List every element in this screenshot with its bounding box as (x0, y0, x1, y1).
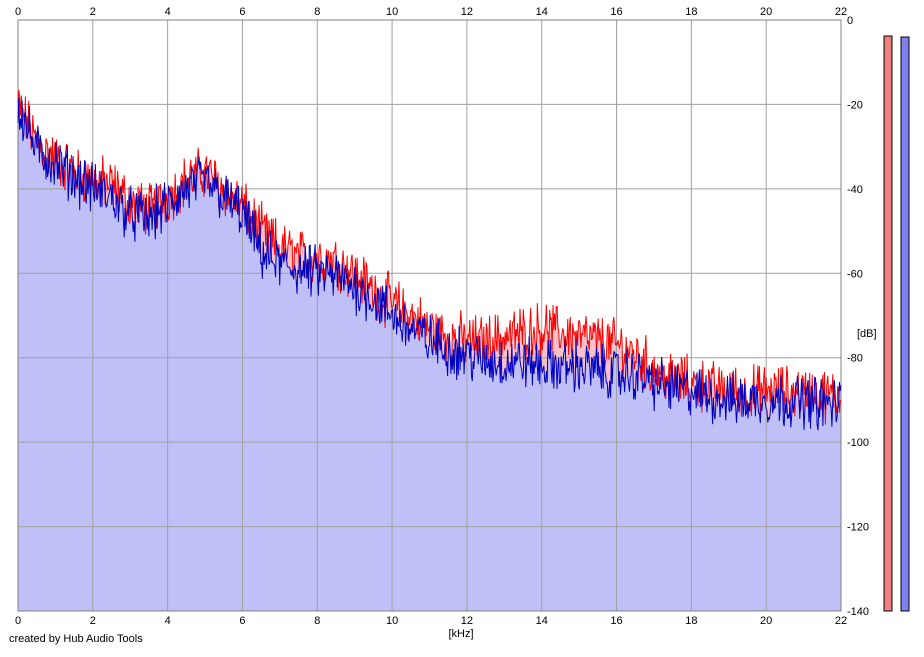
y-tick-label: -140 (847, 606, 869, 618)
level-meter-left (883, 35, 893, 612)
x-tick-label-bottom: 18 (685, 615, 697, 627)
y-tick-label: 0 (847, 15, 853, 27)
x-tick-label-top: 16 (610, 6, 622, 18)
x-tick-label-top: 0 (15, 6, 21, 18)
x-axis-label: [kHz] (448, 628, 473, 640)
x-tick-label-top: 8 (314, 6, 320, 18)
x-tick-label-top: 20 (760, 6, 772, 18)
x-tick-label-bottom: 16 (610, 615, 622, 627)
plot-frame (17, 19, 842, 612)
x-tick-label-bottom: 6 (239, 615, 245, 627)
y-tick-label: -120 (847, 522, 869, 534)
x-tick-label-top: 18 (685, 6, 697, 18)
right-channel-area (18, 97, 841, 612)
x-tick-label-bottom: 12 (461, 615, 473, 627)
level-meters (883, 35, 910, 612)
x-tick-label-bottom: 4 (165, 615, 171, 627)
x-tick-label-top: 10 (386, 6, 398, 18)
x-tick-label-top: 2 (90, 6, 96, 18)
y-tick-label: -20 (847, 99, 863, 111)
x-tick-label-bottom: 0 (15, 615, 21, 627)
level-meter-right (900, 36, 910, 612)
x-tick-label-top: 14 (536, 6, 548, 18)
y-tick-label: -100 (847, 437, 869, 449)
y-tick-label: -80 (847, 353, 863, 365)
x-tick-label-bottom: 10 (386, 615, 398, 627)
right-channel-line (17, 97, 842, 431)
y-tick-label: -40 (847, 184, 863, 196)
x-tick-label-bottom: 8 (314, 615, 320, 627)
x-tick-label-bottom: 22 (835, 615, 847, 627)
y-tick-label: -60 (847, 268, 863, 280)
x-tick-label-top: 6 (239, 6, 245, 18)
x-tick-label-top: 4 (165, 6, 171, 18)
credit-text: created by Hub Audio Tools (9, 633, 143, 645)
x-tick-label-bottom: 14 (536, 615, 548, 627)
y-axis-label: [dB] (857, 328, 877, 340)
x-tick-label-top: 12 (461, 6, 473, 18)
x-tick-label-bottom: 20 (760, 615, 772, 627)
x-tick-label-top: 22 (835, 6, 847, 18)
x-tick-label-bottom: 2 (90, 615, 96, 627)
